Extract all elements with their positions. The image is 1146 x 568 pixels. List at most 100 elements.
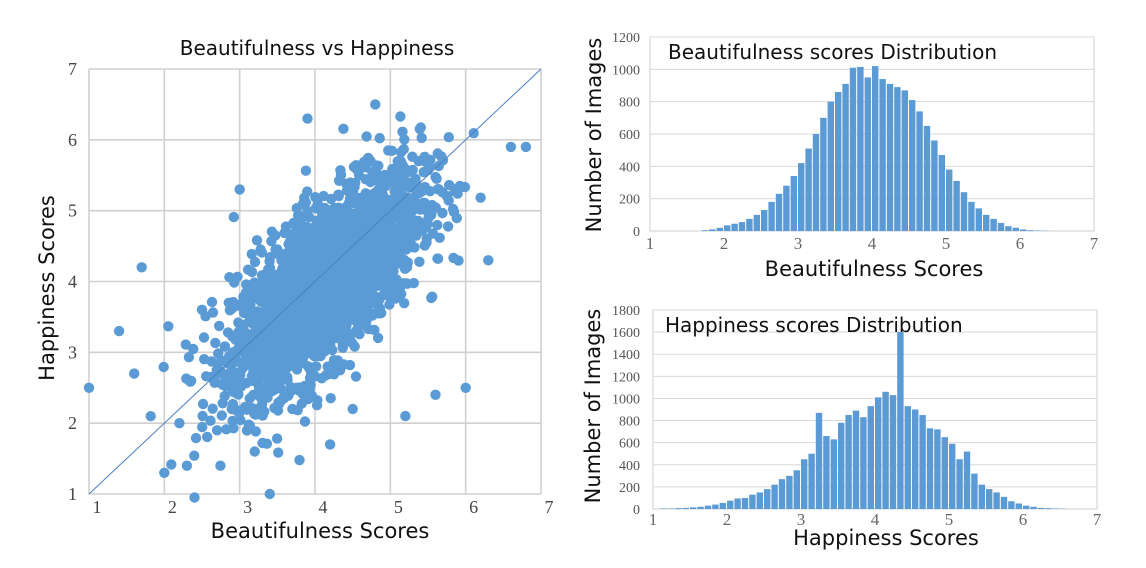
happy-bar <box>749 494 756 509</box>
scatter-point <box>291 318 302 329</box>
scatter-point <box>452 188 463 199</box>
scatter-y-tick-label: 5 <box>68 201 77 221</box>
scatter-point <box>394 202 405 213</box>
scatter-point <box>244 297 255 309</box>
scatter-point <box>261 438 273 449</box>
scatter-point <box>273 447 284 458</box>
beauty-bar <box>805 148 812 231</box>
scatter-point <box>189 450 200 461</box>
beauty-x-tick-label: 5 <box>942 234 951 253</box>
scatter-point <box>413 155 424 167</box>
beauty-bar <box>864 77 871 231</box>
scatter-point <box>396 288 407 300</box>
scatter-point <box>324 324 336 335</box>
happy-bar <box>734 498 741 509</box>
scatter-point <box>181 460 193 471</box>
scatter-point <box>300 230 311 241</box>
happy-bar <box>845 415 852 509</box>
happy-x-ticks: 1 2 3 4 5 6 7 <box>649 510 1102 529</box>
beauty-bar <box>812 134 820 231</box>
scatter-point <box>443 132 454 143</box>
scatter-point <box>163 321 174 332</box>
scatter-point <box>334 260 345 272</box>
scatter-point <box>346 298 357 309</box>
beauty-bar <box>953 180 960 231</box>
scatter-point <box>370 99 381 110</box>
scatter-point <box>289 219 301 230</box>
beauty-y-tick-label: 0 <box>633 225 640 240</box>
beauty-bar <box>709 229 716 231</box>
scatter-point <box>190 432 202 444</box>
scatter-point <box>382 224 394 235</box>
happy-bar <box>830 439 837 509</box>
happy-y-tick-label: 0 <box>633 503 640 518</box>
beauty-bar <box>701 230 709 231</box>
scatter-point <box>296 212 307 224</box>
scatter-point <box>374 308 385 319</box>
beauty-bar <box>849 67 857 231</box>
scatter-point <box>388 165 399 177</box>
scatter-point <box>326 253 338 264</box>
scatter-point <box>270 269 281 281</box>
scatter-point <box>228 211 239 223</box>
beauty-bar <box>1012 227 1019 231</box>
happy-bar <box>1052 508 1059 509</box>
beauty-y-tick-label: 1200 <box>612 31 640 46</box>
beauty-bar <box>857 66 864 231</box>
scatter-point <box>347 403 358 415</box>
scatter-point <box>309 329 320 341</box>
scatter-point <box>205 415 216 426</box>
scatter-point <box>246 266 258 278</box>
scatter-point <box>437 207 448 219</box>
beauty-y-tick-label: 400 <box>619 160 640 175</box>
scatter-point <box>213 348 224 359</box>
scatter-point <box>430 389 441 400</box>
scatter-point <box>279 227 290 239</box>
scatter-point <box>276 317 287 328</box>
scatter-point <box>219 341 231 352</box>
scatter-point <box>285 360 296 371</box>
scatter-point <box>218 377 229 388</box>
beauty-x-tick-label: 6 <box>1016 234 1025 253</box>
scatter-point <box>328 355 340 366</box>
scatter-point <box>234 184 245 195</box>
happy-bar <box>934 429 941 509</box>
scatter-point <box>383 145 394 156</box>
scatter-point <box>256 270 268 281</box>
scatter-point <box>380 248 391 259</box>
happy-bar <box>667 508 675 509</box>
happy-bar <box>660 508 667 509</box>
beauty-x-tick-label: 3 <box>794 234 803 253</box>
scatter-point <box>328 369 340 380</box>
happy-x-tick-label: 5 <box>945 510 954 529</box>
scatter-point <box>250 290 261 301</box>
happy-bar <box>719 502 726 509</box>
beauty-x-tick-label: 7 <box>1090 234 1099 253</box>
happy-bar <box>838 422 845 509</box>
happy-x-tick-label: 4 <box>871 510 880 529</box>
happy-bar <box>912 409 919 509</box>
scatter-point <box>291 283 303 294</box>
beauty-bar <box>990 218 997 232</box>
happy-bar <box>704 505 712 509</box>
scatter-point <box>419 240 430 251</box>
scatter-point <box>437 187 448 198</box>
scatter-point <box>398 144 409 155</box>
beauty-bar <box>931 140 938 231</box>
happy-y-tick-label: 600 <box>619 437 640 452</box>
happy-bar <box>786 475 793 509</box>
scatter-point <box>83 382 95 393</box>
scatter-point <box>391 235 402 246</box>
beauty-bar <box>946 169 953 231</box>
happy-bar <box>682 507 689 509</box>
scatter-x-tick-label: 7 <box>545 497 554 517</box>
beauty-bar <box>820 117 827 231</box>
beauty-bar <box>894 87 901 232</box>
scatter-point <box>385 261 397 272</box>
scatter-point <box>308 238 319 249</box>
scatter-point <box>413 216 425 227</box>
happy-y-tick-label: 1400 <box>612 348 640 363</box>
scatter-point <box>267 313 278 324</box>
scatter-point <box>266 226 278 237</box>
scatter-point <box>382 278 393 290</box>
